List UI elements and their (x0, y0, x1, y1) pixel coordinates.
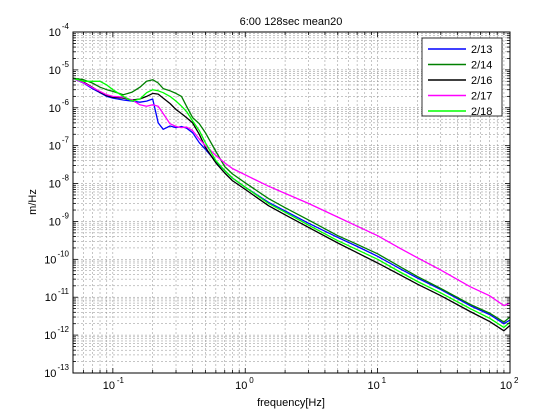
series-line-2-13 (73, 77, 510, 325)
legend-entry-label: 2/16 (471, 75, 492, 87)
y-tick-exponent: -10 (57, 249, 69, 258)
y-tick-exponent: -13 (57, 363, 69, 372)
legend-entry-label: 2/17 (471, 91, 492, 103)
plot-frame (72, 31, 511, 374)
legend-entry-label: 2/14 (471, 60, 492, 72)
legend-entry-label: 2/13 (471, 44, 492, 56)
x-tick-exponent: 1 (382, 376, 387, 385)
x-tick-labels: 10 -1 10 0 10 1 10 2 (103, 376, 519, 392)
y-tick-label: 10 (49, 27, 61, 39)
legend: 2/13 2/14 2/16 2/17 2/18 (421, 37, 503, 118)
y-tick-label: 10 (49, 103, 61, 115)
y-tick-label: 10 (44, 254, 56, 266)
y-axis-label: m/Hz (27, 189, 39, 215)
y-tick-label: 10 (44, 330, 56, 342)
y-tick-label: 10 (44, 368, 56, 380)
chart-title: 6:00 128sec mean20 (240, 16, 343, 28)
series-line-2-16 (73, 77, 510, 332)
x-tick-label: 10 (103, 380, 115, 392)
y-tick-exponent: -9 (62, 211, 70, 220)
y-tick-exponent: -7 (62, 136, 70, 145)
y-tick-label: 10 (49, 65, 61, 77)
y-tick-exponent: -11 (58, 287, 70, 296)
series-line-2-17 (73, 77, 510, 307)
x-tick-exponent: 2 (514, 376, 519, 385)
tick-marks (72, 32, 510, 374)
series-group (73, 77, 510, 332)
series-line-2-18 (73, 77, 510, 329)
y-tick-labels: -1310-1210-1110-1010-910-810-710-610-510… (44, 22, 69, 380)
y-tick-exponent: -8 (62, 174, 70, 183)
y-tick-label: 10 (45, 292, 57, 304)
x-tick-label: 10 (235, 380, 247, 392)
y-tick-label: 10 (49, 141, 61, 153)
series-line-2-14 (73, 77, 510, 323)
y-tick-exponent: -5 (62, 60, 70, 69)
x-tick-label: 10 (500, 380, 512, 392)
legend-entry-label: 2/18 (471, 106, 492, 118)
x-tick-exponent: -1 (117, 376, 125, 385)
y-tick-label: 10 (49, 179, 61, 191)
y-tick-exponent: -6 (62, 98, 70, 107)
x-tick-exponent: 0 (249, 376, 254, 385)
y-tick-exponent: -4 (62, 22, 70, 31)
x-tick-label: 10 (367, 380, 379, 392)
y-tick-label: 10 (49, 216, 61, 228)
x-axis-label: frequency[Hz] (257, 397, 325, 409)
y-tick-exponent: -12 (57, 325, 69, 334)
legend-box (421, 37, 503, 117)
